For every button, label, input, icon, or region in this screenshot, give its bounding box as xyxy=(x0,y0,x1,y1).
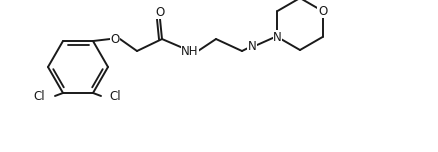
Text: N: N xyxy=(273,31,282,43)
Text: N: N xyxy=(247,40,256,53)
Text: O: O xyxy=(155,5,165,19)
Text: NH: NH xyxy=(181,45,199,57)
Text: Cl: Cl xyxy=(109,90,120,104)
Text: O: O xyxy=(318,5,327,17)
Text: O: O xyxy=(110,33,120,45)
Text: Cl: Cl xyxy=(33,90,45,104)
